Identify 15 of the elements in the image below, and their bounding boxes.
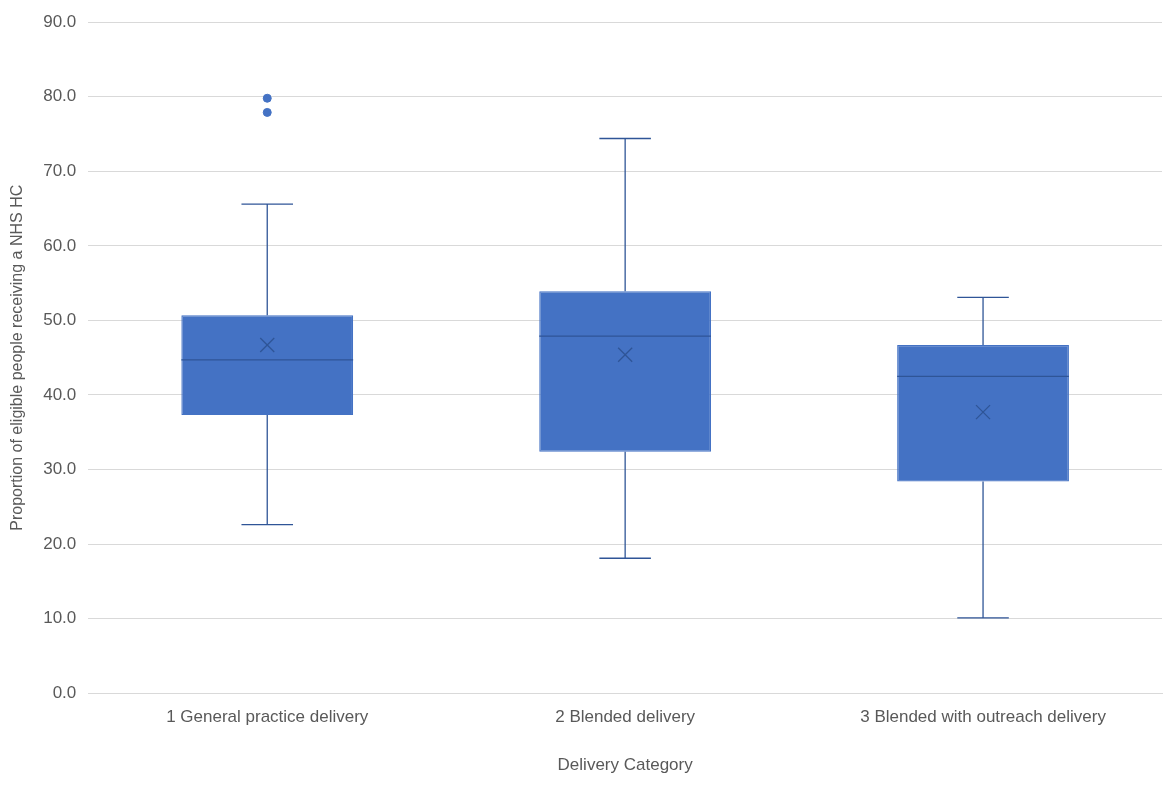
x-tick-label: 3 Blended with outreach delivery <box>860 707 1107 727</box>
y-tick-label: 10.0 <box>43 608 77 628</box>
y-tick-label: 90.0 <box>43 11 77 31</box>
x-tick-label: 2 Blended delivery <box>555 707 696 727</box>
y-tick-label: 0.0 <box>52 682 77 702</box>
y-tick-label: 30.0 <box>43 459 77 479</box>
y-tick-label: 70.0 <box>43 161 77 180</box>
y-tick-label: 80.0 <box>43 86 77 106</box>
y-tick-label: 50.0 <box>43 310 77 330</box>
y-tick-label: 60.0 <box>43 235 77 255</box>
y-axis-title: Proportion of eligible people receiving a NHS HC <box>8 184 26 531</box>
x-axis-title: Delivery Category <box>557 755 694 775</box>
y-tick-label: 20.0 <box>43 533 77 553</box>
y-tick-label: 40.0 <box>43 384 77 404</box>
x-tick-label: 1 General practice delivery <box>166 707 369 727</box>
